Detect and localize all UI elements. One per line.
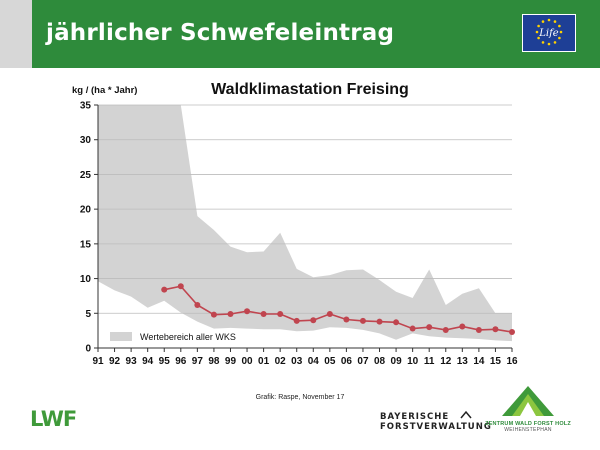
header-bar: jährlicher Schwefeleintrag Life: [32, 0, 600, 68]
data-point-08: [376, 318, 383, 325]
data-point-98: [210, 311, 217, 318]
lwf-logo-text: LWF: [30, 407, 76, 429]
x-tick-label-95: 95: [159, 356, 171, 367]
tree-triangle-icon: [502, 386, 554, 416]
data-point-11: [426, 324, 433, 331]
x-tick-label-93: 93: [126, 356, 138, 367]
zentrum-sub: WEIHENSTEPHAN: [504, 427, 552, 433]
value-range-band: [98, 105, 512, 342]
data-point-05: [326, 310, 333, 317]
y-tick-label-30: 30: [80, 135, 92, 146]
eu-stars-icon: [535, 18, 563, 46]
x-tick-label-92: 92: [109, 356, 121, 367]
data-point-00: [244, 308, 251, 315]
y-tick-label-35: 35: [80, 101, 92, 112]
data-point-06: [343, 316, 350, 323]
y-tick-label-0: 0: [85, 344, 91, 355]
x-tick-label-13: 13: [457, 356, 469, 367]
data-point-16: [509, 329, 515, 336]
zentrum-logo: ZENTRUM WALD FORST HOLZ WEIHENSTEPHAN: [478, 384, 578, 433]
data-point-12: [442, 326, 449, 333]
x-tick-label-11: 11: [424, 356, 435, 367]
data-point-10: [409, 325, 416, 332]
legend-swatch: [110, 332, 132, 341]
x-tick-label-12: 12: [440, 356, 452, 367]
x-tick-label-97: 97: [192, 356, 204, 367]
data-point-14: [475, 326, 482, 333]
data-point-07: [359, 317, 366, 324]
bayern-forst-logo: BAYERISCHE FORSTVERWALTUNG: [380, 410, 492, 432]
y-tick-label-20: 20: [80, 205, 92, 216]
data-point-95: [161, 286, 168, 293]
x-tick-label-99: 99: [225, 356, 237, 367]
data-point-01: [260, 310, 267, 317]
x-tick-label-02: 02: [275, 356, 287, 367]
x-tick-label-96: 96: [175, 356, 187, 367]
y-tick-label-25: 25: [80, 170, 92, 181]
data-point-99: [227, 310, 234, 317]
x-tick-label-09: 09: [391, 356, 403, 367]
x-tick-label-00: 00: [241, 356, 253, 367]
header-side-strip: [0, 0, 32, 68]
x-tick-label-15: 15: [490, 356, 502, 367]
eu-life-text: Life: [538, 28, 559, 39]
y-tick-label-15: 15: [80, 239, 92, 250]
chart-credit: Grafik: Raspe, November 17: [255, 394, 345, 401]
data-point-02: [277, 310, 284, 317]
data-point-13: [459, 323, 466, 330]
x-tick-label-91: 91: [92, 356, 104, 367]
x-tick-label-16: 16: [506, 356, 518, 367]
x-tick-label-01: 01: [258, 356, 270, 367]
y-tick-label-5: 5: [85, 309, 91, 320]
zentrum-name: ZENTRUM WALD FORST HOLZ: [485, 421, 571, 427]
x-tick-label-94: 94: [142, 356, 154, 367]
x-tick-label-05: 05: [324, 356, 336, 367]
chart-title: Waldklimastation Freising: [211, 81, 409, 98]
data-point-09: [393, 319, 400, 326]
data-point-04: [310, 317, 317, 324]
x-tick-label-98: 98: [208, 356, 220, 367]
data-point-15: [492, 326, 499, 333]
x-tick-label-14: 14: [473, 356, 485, 367]
chart: Waldklimastation Freising kg / (ha * Jah…: [72, 81, 518, 368]
x-tick-label-06: 06: [341, 356, 353, 367]
bayern-logo-line1: BAYERISCHE: [380, 412, 450, 422]
y-axis-label: kg / (ha * Jahr): [72, 85, 137, 96]
page-title: jährlicher Schwefeleintrag: [46, 20, 395, 46]
lwf-logo: LWF: [30, 407, 77, 429]
x-tick-label-07: 07: [357, 356, 369, 367]
bayern-arrow-icon: [460, 410, 472, 419]
eu-life-logo: Life: [522, 14, 576, 52]
data-point-97: [194, 301, 201, 308]
data-point-03: [293, 317, 300, 324]
x-tick-label-10: 10: [407, 356, 419, 367]
x-tick-label-04: 04: [308, 356, 320, 367]
x-tick-label-08: 08: [374, 356, 386, 367]
series-line: [164, 285, 513, 333]
legend-label: Wertebereich aller WKS: [140, 332, 236, 342]
bayern-logo-line2: FORSTVERWALTUNG: [380, 422, 492, 432]
data-point-96: [177, 283, 184, 290]
x-tick-label-03: 03: [291, 356, 303, 367]
y-tick-label-10: 10: [80, 274, 92, 285]
